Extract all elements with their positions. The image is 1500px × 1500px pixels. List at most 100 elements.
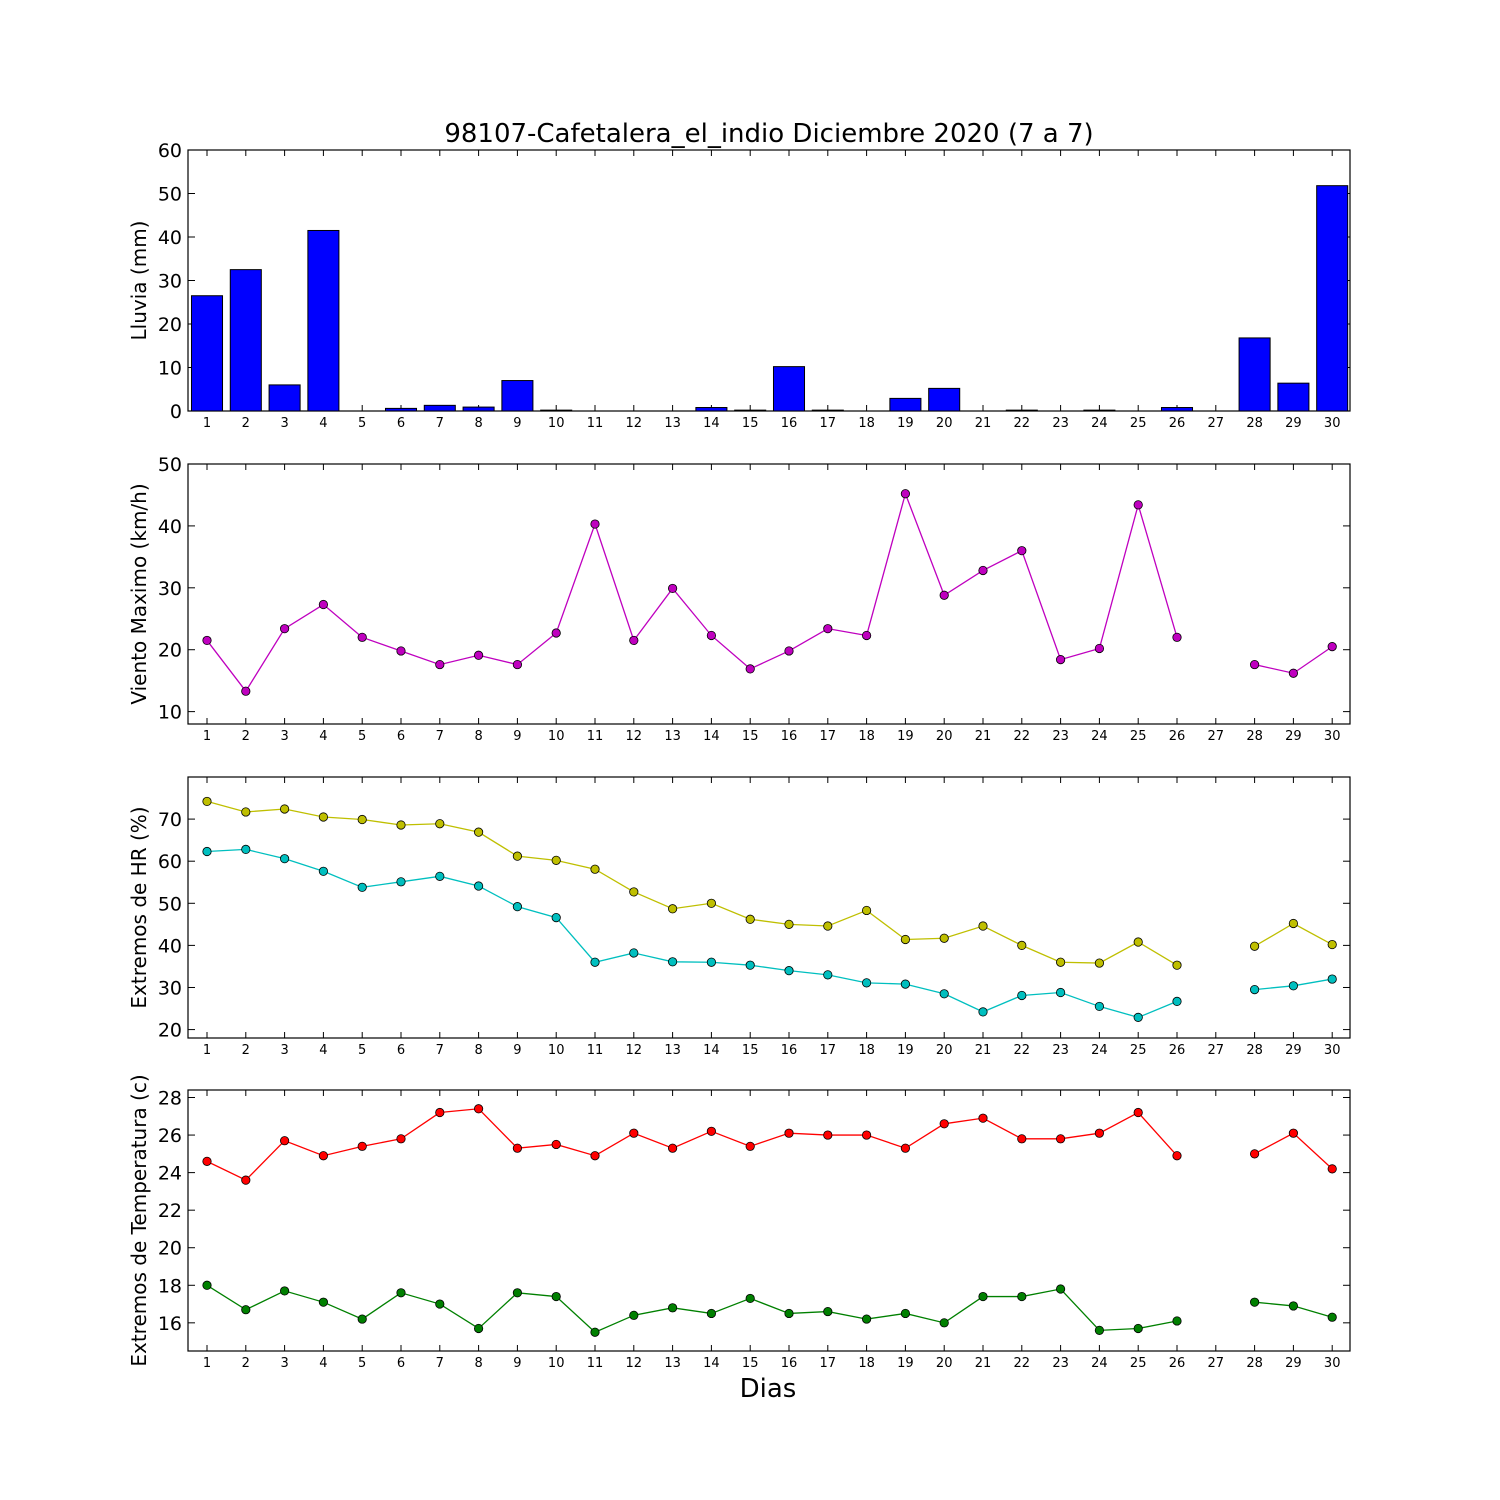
bar-day-17: [811, 409, 844, 412]
series-line-1: [1254, 1132, 1333, 1170]
y-tick-label: 24: [158, 1163, 182, 1185]
x-tick-label: 1: [203, 1043, 211, 1058]
y-tick-label: 50: [158, 893, 182, 915]
point-day-21: [978, 1113, 988, 1123]
point-day-5: [357, 1141, 367, 1151]
point-day-25: [1133, 1012, 1143, 1022]
x-tick-label: 24: [1091, 416, 1108, 431]
bar-day-1: [190, 295, 224, 412]
x-tick-label: 29: [1285, 1356, 1302, 1371]
point-day-13: [667, 1143, 678, 1153]
x-tick-label: 21: [975, 729, 992, 744]
point-day-25: [1133, 500, 1143, 510]
point-day-28: [1250, 984, 1260, 995]
x-tick-label: 25: [1130, 1356, 1147, 1371]
x-tick-label: 10: [548, 1043, 565, 1058]
x-tick-label: 15: [742, 1356, 759, 1371]
point-day-9: [512, 1288, 523, 1298]
point-day-19: [900, 934, 911, 945]
x-tick-label: 26: [1169, 1356, 1186, 1371]
y-tick-label: 60: [158, 851, 182, 873]
point-day-10: [551, 1139, 561, 1150]
x-tick-label: 27: [1208, 729, 1225, 744]
x-tick-label: 24: [1091, 1043, 1108, 1058]
y-tick-label: 40: [158, 935, 182, 957]
y-tick-label: 30: [158, 578, 182, 600]
bar-day-24: [1083, 409, 1116, 412]
point-day-9: [512, 851, 523, 861]
point-day-17: [823, 1306, 833, 1317]
x-tick-label: 14: [703, 1043, 720, 1058]
x-tick-label: 22: [1014, 1356, 1031, 1371]
point-day-7: [435, 871, 445, 881]
x-tick-label: 20: [936, 416, 953, 431]
point-day-26: [1172, 960, 1182, 970]
point-day-18: [861, 905, 872, 916]
y-tick-label: 20: [158, 314, 182, 336]
x-tick-label: 26: [1169, 1043, 1186, 1058]
y-tick-label: 20: [158, 1020, 182, 1042]
point-day-28: [1250, 1149, 1260, 1159]
x-tick-label: 28: [1246, 416, 1263, 431]
x-tick-label: 21: [975, 1356, 992, 1371]
point-day-28: [1250, 1297, 1260, 1307]
point-day-11: [590, 1327, 600, 1337]
point-day-8: [473, 1323, 484, 1334]
point-day-6: [396, 1134, 406, 1144]
point-day-5: [357, 882, 367, 892]
y-axis-label: Viento Maximo (km/h): [127, 483, 151, 704]
point-day-22: [1017, 990, 1027, 1001]
point-day-4: [318, 866, 328, 876]
x-tick-label: 3: [280, 729, 288, 744]
x-tick-label: 9: [513, 416, 521, 431]
x-tick-label: 25: [1130, 729, 1147, 744]
x-axis-label: Dias: [740, 1374, 797, 1404]
bar-day-16: [772, 366, 806, 412]
point-day-11: [590, 519, 600, 529]
x-tick-label: 2: [242, 1043, 250, 1058]
point-day-24: [1094, 1325, 1105, 1335]
bar-day-28: [1238, 337, 1271, 412]
point-day-22: [1017, 546, 1027, 556]
x-tick-label: 5: [358, 1356, 366, 1371]
y-tick-label: 30: [158, 271, 182, 293]
x-tick-label: 22: [1014, 1043, 1031, 1058]
point-day-5: [357, 632, 367, 642]
point-day-10: [551, 628, 561, 638]
point-day-16: [784, 966, 794, 976]
point-day-5: [357, 1314, 367, 1324]
point-day-9: [512, 902, 523, 912]
x-tick-label: 22: [1014, 416, 1031, 431]
point-day-17: [823, 921, 833, 931]
point-day-12: [629, 1310, 639, 1320]
point-day-15: [745, 1293, 755, 1304]
series-line-1: [206, 1108, 1178, 1181]
y-axis-label: Extremos de HR (%): [127, 806, 151, 1008]
point-day-29: [1288, 918, 1299, 929]
x-tick-label: 30: [1324, 416, 1341, 431]
plot-frame-3: [187, 776, 1351, 1039]
x-tick-label: 11: [587, 729, 604, 744]
x-tick-label: 7: [436, 729, 444, 744]
x-tick-label: 20: [936, 1356, 953, 1371]
point-day-13: [667, 1303, 678, 1313]
x-tick-label: 20: [936, 1043, 953, 1058]
bar-day-10: [540, 409, 573, 412]
point-day-6: [396, 1288, 406, 1298]
x-tick-label: 19: [897, 729, 914, 744]
bar-day-15: [734, 409, 767, 412]
x-tick-label: 27: [1208, 1043, 1225, 1058]
point-day-7: [435, 819, 445, 829]
x-tick-label: 8: [474, 729, 482, 744]
bar-day-4: [307, 229, 340, 412]
point-day-22: [1017, 1134, 1027, 1144]
point-day-8: [473, 881, 484, 891]
x-tick-label: 18: [858, 1356, 875, 1371]
x-tick-label: 6: [397, 1356, 405, 1371]
y-tick-label: 60: [158, 140, 182, 162]
point-day-12: [629, 1128, 639, 1138]
bar-day-29: [1277, 382, 1310, 412]
point-day-20: [939, 1318, 949, 1328]
x-tick-label: 17: [820, 1356, 837, 1371]
